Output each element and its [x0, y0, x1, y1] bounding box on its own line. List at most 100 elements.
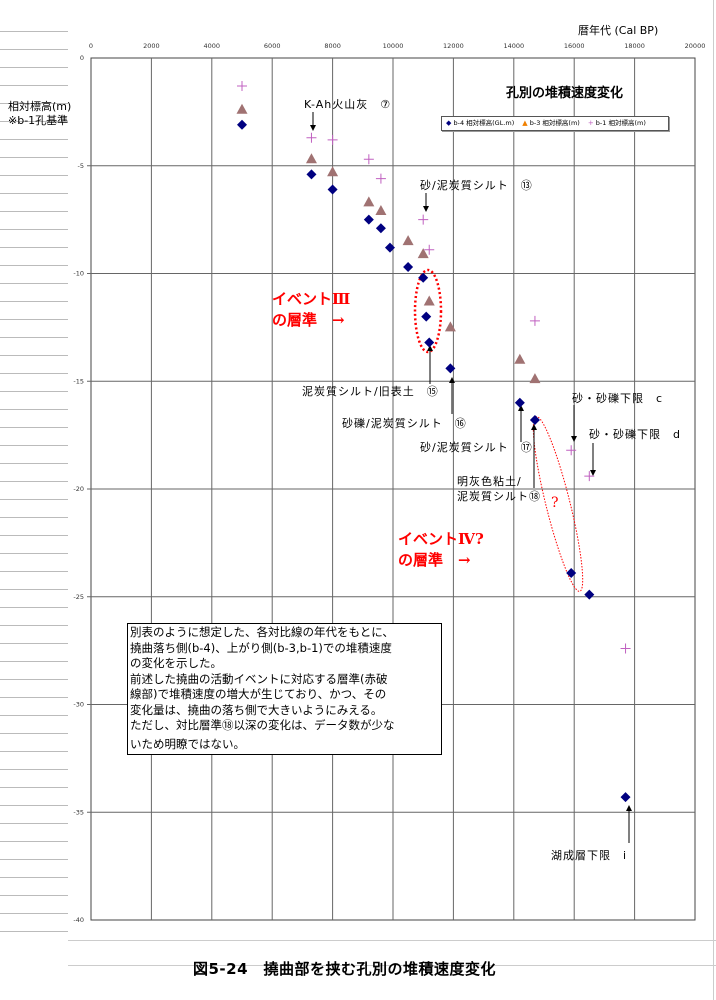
- b4-point: [620, 792, 631, 803]
- annotation-13: 砂/泥炭質シルト ⑬: [420, 179, 533, 192]
- y-tick-label: -40: [73, 916, 84, 924]
- x-tick-label: 14000: [503, 42, 524, 50]
- y-tick-label: 0: [80, 54, 84, 62]
- annotation-15: 泥炭質シルト/旧表土 ⑮: [302, 385, 439, 398]
- b1-point: [566, 445, 577, 456]
- textbox-line: 別表のように想定した、各対比線の年代をもとに、: [130, 625, 394, 639]
- legend-label: b-1 相対標高(m): [595, 119, 646, 127]
- b3-point: [327, 166, 339, 177]
- textbox-line: 変化量は、撓曲の落ち側で大きいようにみえる。: [130, 702, 383, 717]
- spreadsheet-gridlines: [0, 14, 68, 944]
- y-tick-label: -5: [78, 162, 84, 170]
- annotation-17: 砂/泥炭質シルト ⑰: [420, 441, 533, 454]
- annotation-16: 砂礫/泥炭質シルト ⑯: [342, 417, 467, 430]
- legend-item-b3: ▲ b-3 相対標高(m): [522, 119, 580, 127]
- textbox-line: いため明瞭ではない。: [130, 736, 245, 751]
- b4-point: [529, 415, 540, 426]
- b4-point: [421, 311, 432, 322]
- b3-point: [402, 235, 414, 246]
- y-tick-label: -35: [73, 808, 84, 816]
- b1-point: [327, 134, 338, 145]
- y-tick-label: -10: [73, 270, 84, 278]
- legend: ◆ b-4 相対標高(GL.m) ▲ b-3 相対標高(m) + b-1 相対標…: [441, 116, 669, 131]
- b4-point: [514, 397, 525, 408]
- b1-point: [418, 214, 429, 225]
- b3-point: [236, 103, 248, 114]
- figure-caption: 図5-24 撓曲部を挟む孔別の堆積速度変化: [193, 960, 497, 978]
- x-tick-label: 12000: [443, 42, 464, 50]
- b4-point: [375, 223, 386, 234]
- explanation-textbox: 別表のように想定した、各対比線の年代をもとに、 撓曲落ち側(b-4)、上がり側(…: [127, 623, 442, 755]
- x-tick-label: 0: [89, 42, 93, 50]
- spreadsheet-gridlines-bottom: [68, 940, 716, 991]
- y-tick-label: -30: [73, 701, 84, 709]
- b1-point: [424, 244, 435, 255]
- b4-point: [566, 568, 577, 579]
- chart-title: 孔別の堆積速度変化: [506, 86, 624, 101]
- textbox-line: 前述した撓曲の活動イベントに対応する層準(赤破: [130, 671, 388, 686]
- b3-point: [423, 295, 435, 306]
- annotation-18a: 明灰色粘土/: [457, 475, 522, 488]
- b3-point: [444, 321, 456, 332]
- annotation-18b: 泥炭質シルト⑱: [457, 490, 541, 503]
- x-tick-label: 8000: [324, 42, 341, 50]
- x-tick-label: 18000: [624, 42, 645, 50]
- event3-sublabel: の層準 →: [272, 311, 345, 329]
- b4-point: [403, 262, 414, 273]
- b4-point: [306, 169, 317, 180]
- b3-point: [375, 205, 387, 216]
- event4-sublabel: の層準 →: [398, 551, 471, 569]
- b1-point: [363, 154, 374, 165]
- legend-label: b-4 相対標高(GL.m): [453, 119, 515, 127]
- x-tick-label: 20000: [685, 42, 706, 50]
- y-axis-note: ※b-1孔基準: [8, 114, 69, 127]
- legend-label: b-3 相対標高(m): [529, 119, 580, 127]
- event3-label: イベントⅢ: [272, 290, 351, 308]
- b3-point: [529, 373, 541, 384]
- textbox-line: 撓曲落ち側(b-4)、上がり側(b-3,b-1)での堆積速度: [130, 640, 392, 655]
- x-tick-label: 16000: [564, 42, 585, 50]
- b3-point: [514, 353, 526, 364]
- event4-label: イベントⅣ?: [398, 530, 484, 548]
- y-axis-title: 相対標高(m) ※b-1孔基準: [8, 100, 71, 128]
- b3-point: [363, 196, 375, 207]
- b4-point: [363, 214, 374, 225]
- b4-point: [327, 184, 338, 195]
- annotation-question: ?: [551, 495, 559, 511]
- x-tick-label: 4000: [204, 42, 221, 50]
- x-axis-title: 暦年代 (Cal BP): [578, 24, 659, 37]
- b1-point: [584, 471, 595, 482]
- b4-point: [584, 589, 595, 600]
- b3-point: [305, 153, 317, 164]
- b1-point: [237, 81, 247, 92]
- y-axis-label: 相対標高(m): [8, 100, 72, 113]
- x-tick-label: 2000: [143, 42, 160, 50]
- b4-point: [237, 119, 247, 130]
- y-tick-label: -20: [73, 485, 84, 493]
- textbox-line: ただし、対比層準⑱以深の変化は、データ数が少な: [130, 718, 395, 732]
- y-tick-label: -15: [73, 377, 84, 385]
- b3-point: [417, 248, 429, 259]
- spreadsheet-border: [713, 0, 714, 1000]
- y-tick-label: -25: [73, 593, 84, 601]
- b4-point: [384, 242, 395, 253]
- b1-point: [529, 315, 540, 326]
- annotation-kah: K-Ah火山灰 ⑦: [304, 98, 392, 111]
- b1-point: [306, 132, 317, 143]
- b1-point: [620, 643, 631, 654]
- annotation-d: 砂・砂礫下限 d: [589, 428, 681, 441]
- x-tick-label: 6000: [264, 42, 281, 50]
- legend-item-b4: ◆ b-4 相対標高(GL.m): [446, 119, 515, 127]
- b1-point: [375, 173, 386, 184]
- textbox-line: 線部)で堆積速度の増大が生じており、かつ、その: [130, 687, 387, 701]
- b4-point: [418, 272, 429, 283]
- x-tick-label: 10000: [383, 42, 404, 50]
- b4-point: [445, 363, 456, 374]
- b4-point: [424, 337, 435, 348]
- annotation-i: 湖成層下限 i: [551, 849, 628, 862]
- legend-item-b1: + b-1 相対標高(m): [587, 119, 646, 127]
- event3-ellipse: [413, 268, 443, 354]
- textbox-line: の変化を示した。: [130, 656, 222, 670]
- annotation-c: 砂・砂礫下限 c: [572, 392, 664, 405]
